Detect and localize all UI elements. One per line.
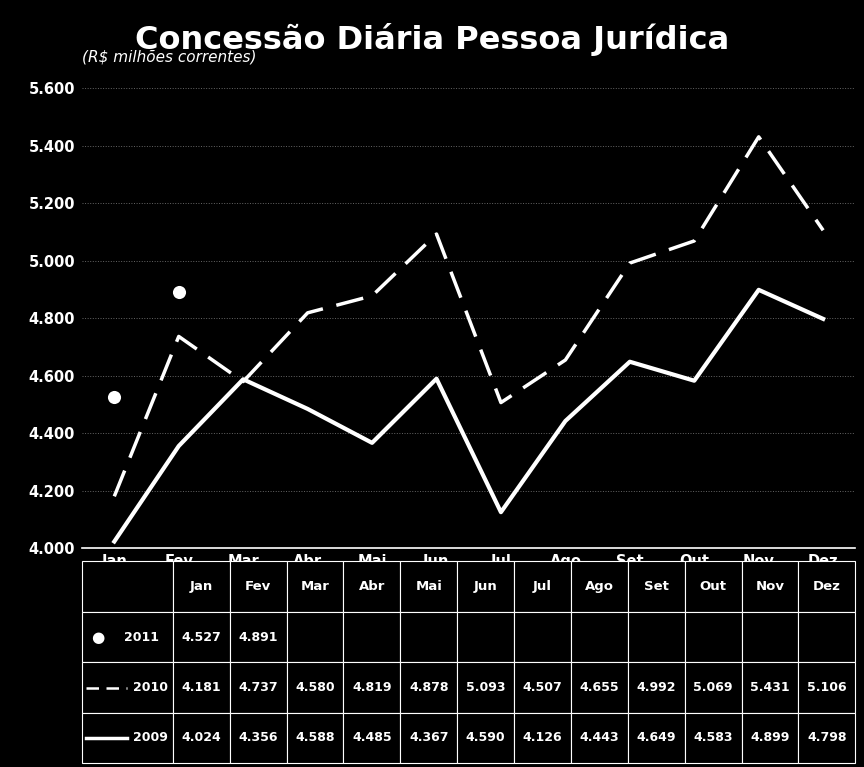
Text: Fev: Fev [245,580,271,593]
Text: 4.588: 4.588 [295,732,334,745]
Text: ●: ● [91,630,105,644]
Point [107,390,121,403]
Text: Dez: Dez [813,580,841,593]
Text: Mai: Mai [416,580,442,593]
Text: Out: Out [700,580,727,593]
Text: 4.126: 4.126 [523,732,562,745]
Text: 4.992: 4.992 [637,681,676,694]
Text: 2011: 2011 [124,630,159,644]
Text: 5.106: 5.106 [807,681,847,694]
Text: Concessão Diária Pessoa Jurídica: Concessão Diária Pessoa Jurídica [135,23,729,56]
Text: Ago: Ago [585,580,614,593]
Text: 4.878: 4.878 [409,681,448,694]
Text: 4.024: 4.024 [181,732,221,745]
Text: 4.655: 4.655 [580,681,619,694]
Text: 4.649: 4.649 [637,732,676,745]
Text: 4.485: 4.485 [352,732,391,745]
Text: Jun: Jun [473,580,498,593]
Text: 5.069: 5.069 [694,681,733,694]
Text: 4.590: 4.590 [466,732,505,745]
Text: 5.093: 5.093 [466,681,505,694]
Text: Abr: Abr [359,580,385,593]
Text: 2009: 2009 [133,732,168,745]
Text: 4.899: 4.899 [750,732,790,745]
Text: 4.580: 4.580 [295,681,335,694]
Text: 4.527: 4.527 [181,630,221,644]
Text: Jul: Jul [533,580,552,593]
Text: Jan: Jan [189,580,213,593]
Text: Mar: Mar [301,580,329,593]
Text: 4.737: 4.737 [238,681,278,694]
Text: Set: Set [644,580,669,593]
Text: 5.431: 5.431 [750,681,790,694]
Text: (R$ milhões correntes): (R$ milhões correntes) [82,50,257,65]
Text: 4.181: 4.181 [181,681,221,694]
Point [172,286,186,298]
Text: 4.507: 4.507 [523,681,562,694]
Text: 4.583: 4.583 [694,732,733,745]
Text: 4.443: 4.443 [580,732,619,745]
Text: 2010: 2010 [132,681,168,694]
Text: 4.356: 4.356 [238,732,278,745]
Text: Nov: Nov [755,580,785,593]
Text: 4.798: 4.798 [807,732,847,745]
Text: 4.819: 4.819 [353,681,391,694]
Text: 4.891: 4.891 [238,630,278,644]
Text: 4.367: 4.367 [409,732,448,745]
